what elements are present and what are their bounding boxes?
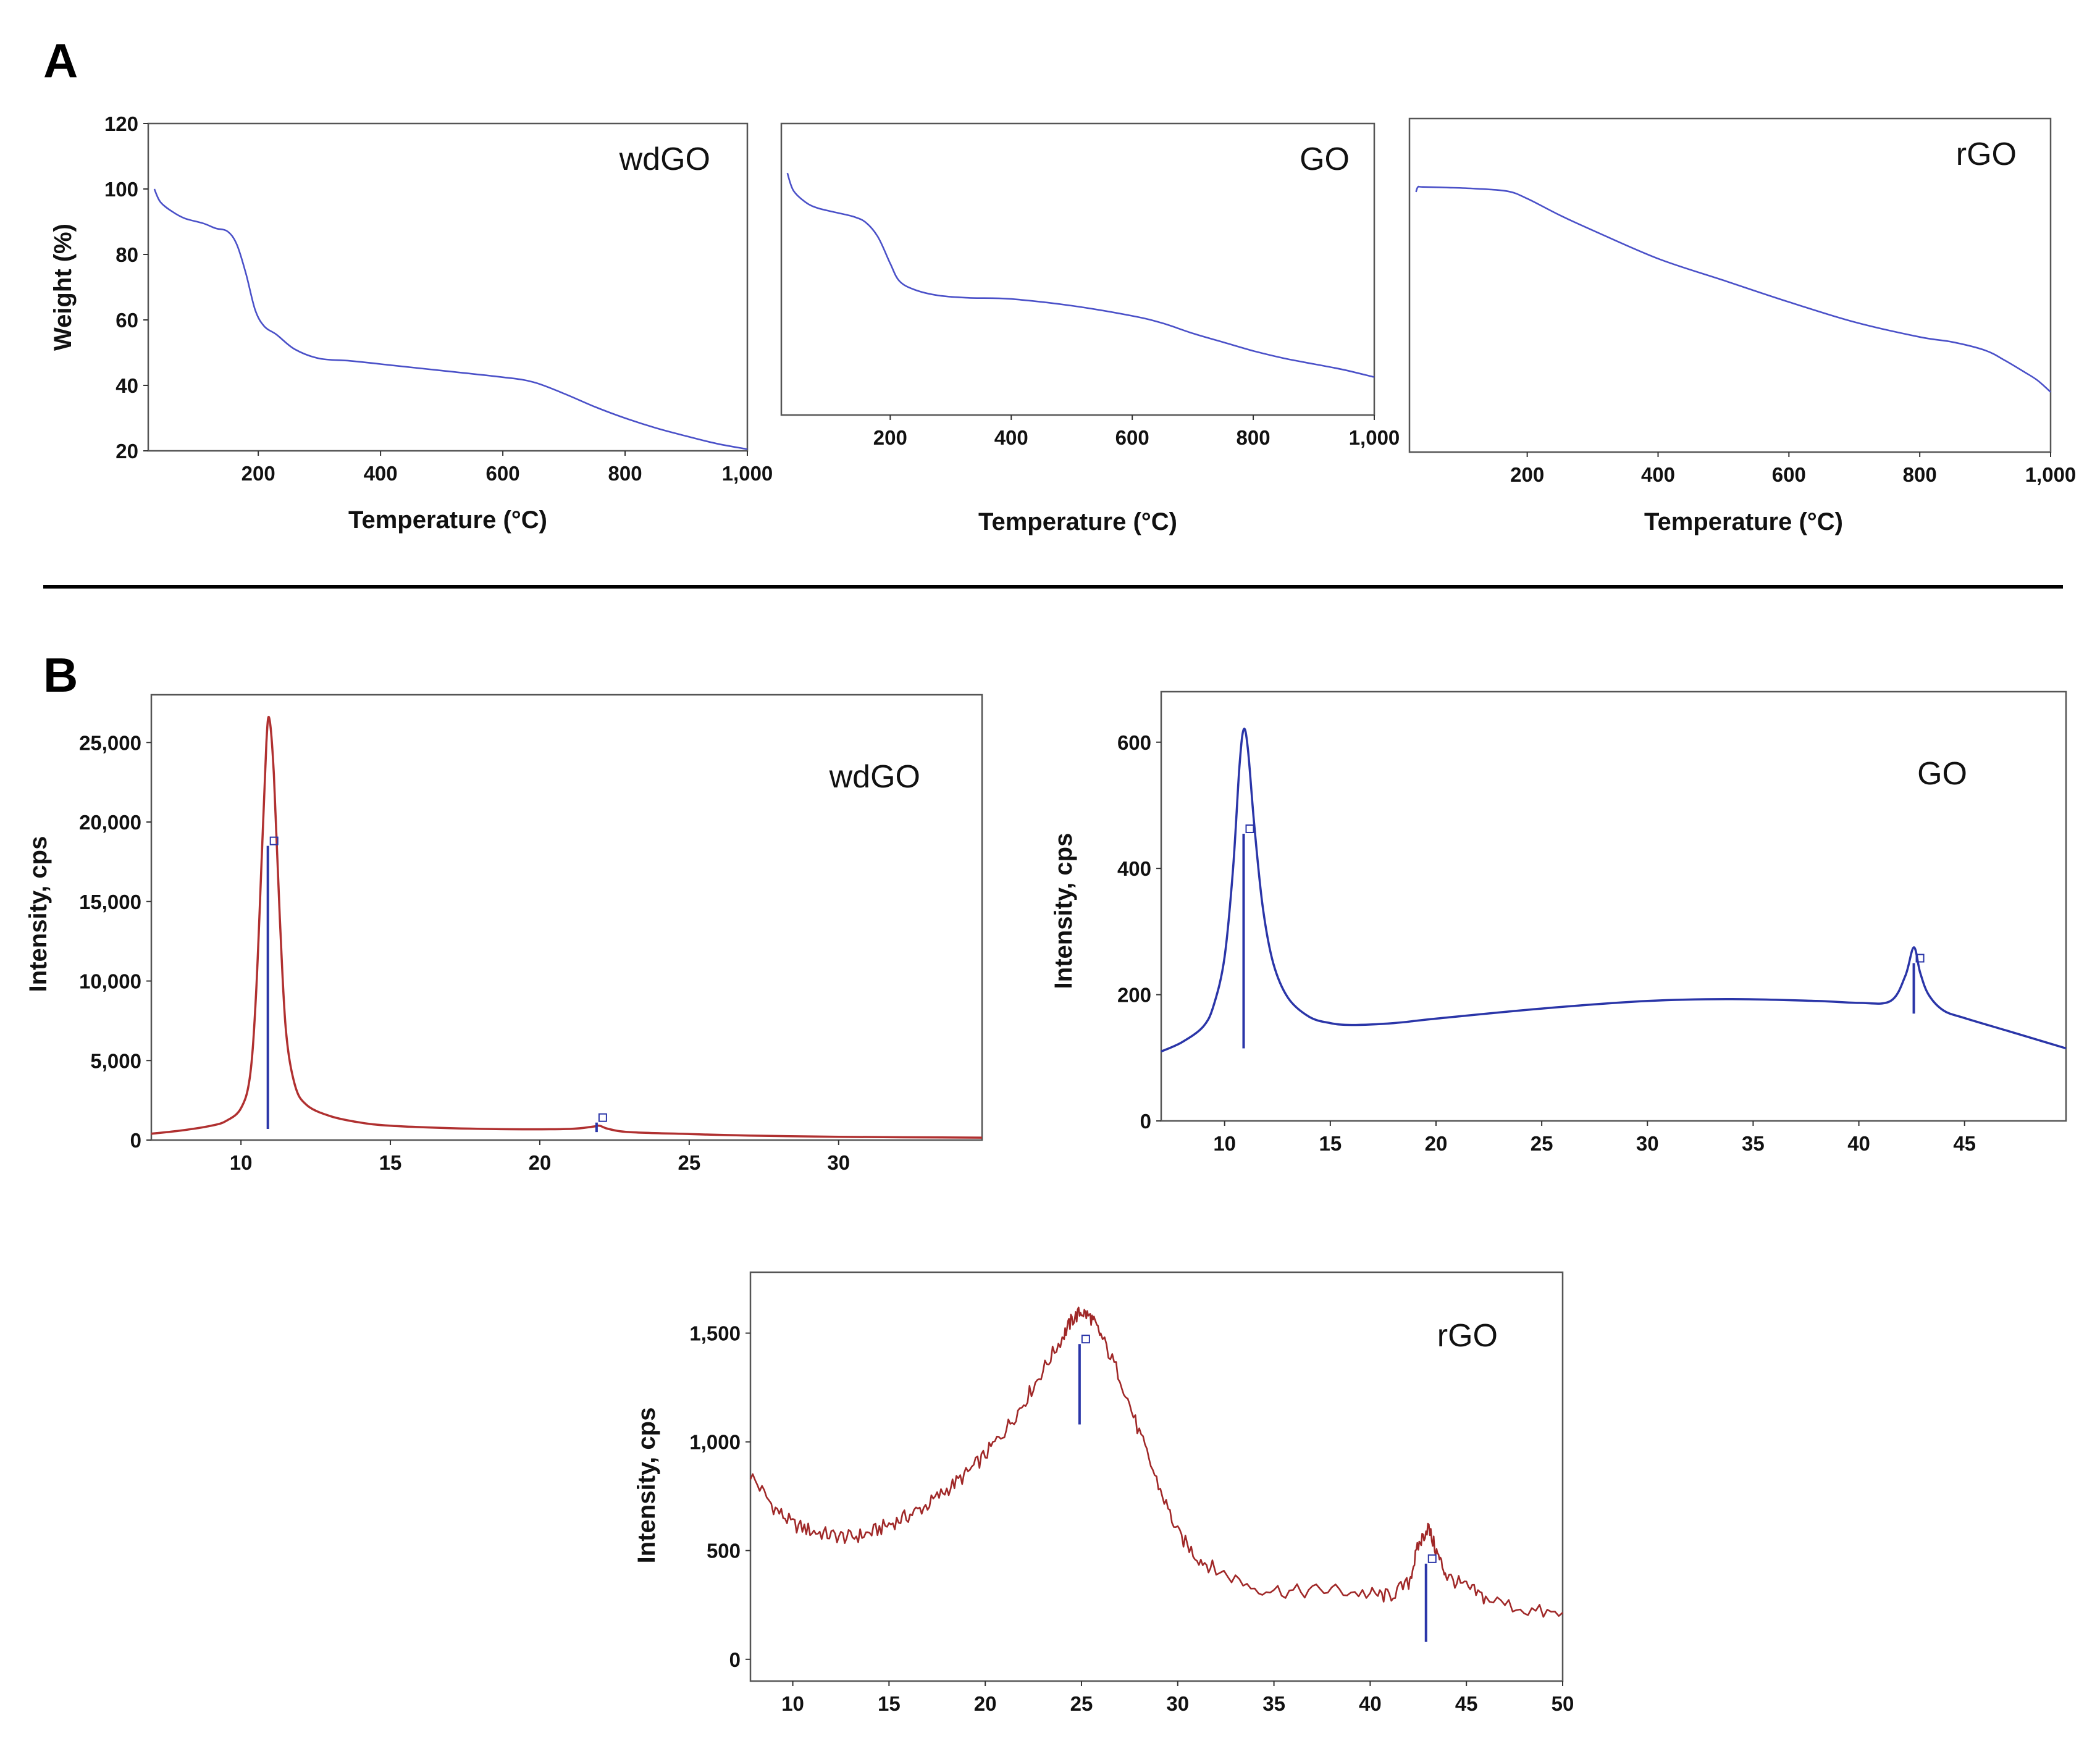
y-tick-label: 40	[116, 374, 138, 397]
y-axis-title: Intensity, cps	[25, 836, 52, 992]
y-tick-label: 20,000	[79, 811, 141, 834]
x-tick-label: 30	[1166, 1692, 1189, 1715]
y-axis-title: Intensity, cps	[1050, 833, 1077, 989]
x-tick-label: 200	[873, 426, 907, 449]
chart-title: GO	[1300, 141, 1350, 177]
y-tick-label: 600	[1117, 731, 1151, 754]
y-tick-label: 1,000	[689, 1431, 741, 1454]
y-tick-label: 0	[729, 1648, 741, 1671]
chart-title: wdGO	[829, 759, 920, 795]
x-tick-label: 15	[379, 1151, 402, 1174]
y-tick-label: 200	[1117, 984, 1151, 1007]
x-tick-label: 10	[230, 1151, 253, 1174]
x-tick-label: 600	[1772, 463, 1806, 486]
peak-marker-tag	[1427, 1554, 1437, 1563]
plot-frame	[780, 122, 1376, 416]
series-line	[153, 188, 748, 450]
x-tick-label: 15	[1319, 1132, 1342, 1155]
x-tick-label: 200	[1510, 463, 1544, 486]
x-axis-title: Temperature (°C)	[1644, 508, 1843, 535]
x-tick-label: 45	[1953, 1132, 1976, 1155]
x-tick-label: 200	[242, 462, 275, 485]
x-tick-label: 50	[1552, 1692, 1574, 1715]
chart-tga-wdgo: 200 400 600 800 1,000 20 40 60 80 100 120 wdGO Tempe…	[49, 112, 773, 534]
chart-title: rGO	[1956, 136, 2017, 172]
y-tick-label: 1,500	[689, 1322, 741, 1345]
y-tick-label: 5,000	[90, 1049, 141, 1072]
y-tick-label: 0	[130, 1129, 141, 1152]
x-tick-label: 800	[608, 462, 642, 485]
x-tick-label: 400	[1641, 463, 1675, 486]
series-line	[1415, 185, 2051, 393]
plot-frame	[749, 1271, 1564, 1682]
x-tick-label: 20	[974, 1692, 997, 1715]
series-line	[749, 1306, 1563, 1618]
chart-xrd-wdgo: 10 15 20 25 30 0 5,000 10,000 15,000 20,000 25,000…	[25, 694, 983, 1174]
y-tick-label: 20	[116, 440, 138, 463]
plot-frame	[1408, 117, 2052, 453]
panel-a-label: A	[43, 33, 78, 88]
y-tick-label: 10,000	[79, 970, 141, 993]
x-tick-label: 600	[486, 462, 520, 485]
x-tick-label: 1,000	[2025, 463, 2077, 486]
y-axis-title: Intensity, cps	[633, 1407, 660, 1564]
chart-tga-go: 200 400 600 800 1,000 GO Temperature (°C)	[780, 122, 1400, 535]
x-tick-label: 10	[1213, 1132, 1236, 1155]
x-tick-label: 15	[878, 1692, 901, 1715]
x-tick-label: 40	[1359, 1692, 1382, 1715]
plot-frame	[150, 694, 983, 1141]
x-tick-label: 45	[1455, 1692, 1478, 1715]
x-tick-label: 10	[781, 1692, 804, 1715]
x-tick-label: 35	[1262, 1692, 1285, 1715]
x-tick-label: 800	[1237, 426, 1270, 449]
chart-title: GO	[1917, 756, 1967, 792]
x-tick-label: 1,000	[1349, 426, 1400, 449]
x-tick-label: 30	[1636, 1132, 1659, 1155]
y-tick-label: 80	[116, 243, 138, 266]
x-tick-label: 400	[364, 462, 398, 485]
x-tick-label: 25	[678, 1151, 701, 1174]
x-tick-label: 35	[1742, 1132, 1765, 1155]
chart-title: wdGO	[619, 141, 710, 177]
x-tick-label: 600	[1115, 426, 1149, 449]
y-tick-label: 25,000	[79, 731, 141, 754]
y-tick-label: 400	[1117, 857, 1151, 880]
chart-xrd-go: 10 15 20 25 30 35 40 45 0 200 400 600 GO Intensity, c…	[1050, 690, 2067, 1155]
x-tick-label: 30	[827, 1151, 850, 1174]
y-axis-title: Weight (%)	[49, 224, 77, 351]
chart-tga-rgo: 200 400 600 800 1,000 rGO Temperature (°C)	[1408, 117, 2077, 535]
series-line	[786, 172, 1375, 378]
peak-marker-tag	[1245, 824, 1254, 833]
x-tick-label: 1,000	[722, 462, 773, 485]
panel-b-label: B	[43, 648, 78, 702]
x-axis-title: Temperature (°C)	[348, 506, 547, 534]
peak-marker-tag	[269, 836, 279, 845]
peak-marker-tag	[598, 1113, 607, 1122]
y-tick-label: 0	[1140, 1110, 1151, 1133]
x-tick-label: 800	[1903, 463, 1937, 486]
peak-marker-tag	[1915, 954, 1925, 963]
x-tick-label: 25	[1531, 1132, 1553, 1155]
y-tick-label: 500	[707, 1540, 741, 1562]
y-tick-label: 15,000	[79, 891, 141, 913]
x-tick-label: 20	[1425, 1132, 1448, 1155]
y-tick-label: 100	[104, 178, 138, 201]
x-tick-label: 25	[1070, 1692, 1093, 1715]
x-axis-title: Temperature (°C)	[978, 508, 1177, 535]
y-tick-label: 120	[104, 112, 138, 135]
y-tick-label: 60	[116, 309, 138, 332]
x-tick-label: 400	[994, 426, 1028, 449]
chart-title: rGO	[1437, 1318, 1498, 1354]
series-line	[151, 716, 983, 1139]
x-tick-label: 20	[529, 1151, 552, 1174]
plot-frame	[1160, 690, 2067, 1122]
x-tick-label: 40	[1847, 1132, 1870, 1155]
peak-marker-tag	[1081, 1335, 1090, 1344]
plot-frame	[147, 122, 749, 452]
